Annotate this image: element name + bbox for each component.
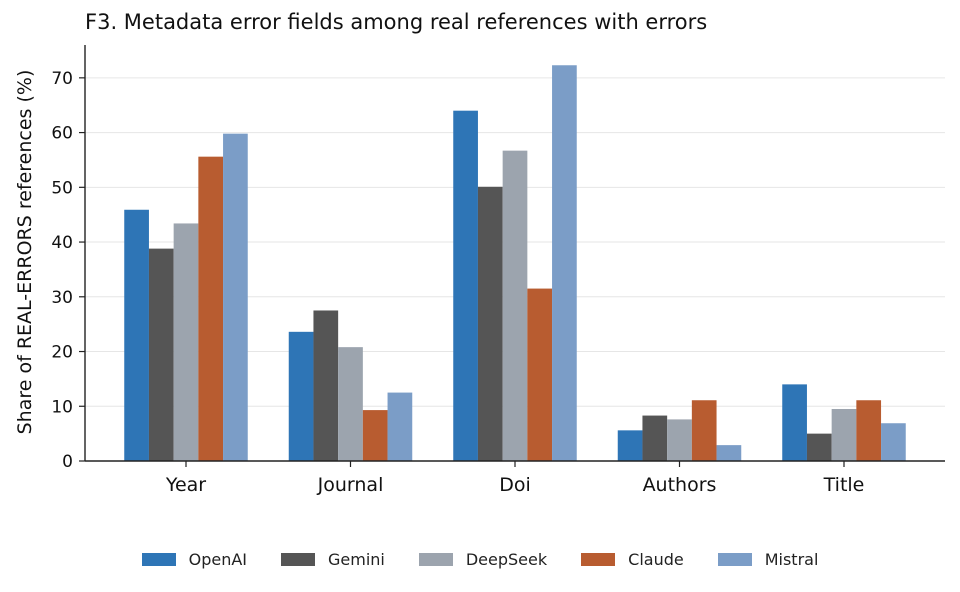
bar-openai-authors xyxy=(617,430,643,461)
legend-label: Mistral xyxy=(764,550,819,569)
x-tick-label: Journal xyxy=(317,474,384,496)
bar-mistral-doi xyxy=(552,65,577,462)
bar-claude-title xyxy=(856,400,882,461)
y-tick-label: 60 xyxy=(51,124,73,144)
y-tick-label: 50 xyxy=(51,178,73,198)
bar-gemini-title xyxy=(806,433,832,461)
y-ticks: 0 10 20 30 40 50 60 70 xyxy=(51,69,85,472)
legend-label: DeepSeek xyxy=(465,550,548,569)
legend-swatch xyxy=(281,553,315,566)
legend-item-claude: Claude xyxy=(581,550,684,569)
y-axis-label: Share of REAL-ERRORS references (%) xyxy=(14,70,36,435)
legend-swatch xyxy=(717,553,752,566)
x-tick-label: Title xyxy=(823,474,865,496)
legend-item-openai: OpenAI xyxy=(141,550,247,569)
bar-deepseek-title xyxy=(831,409,857,461)
bars xyxy=(124,65,906,462)
bar-openai-journal xyxy=(288,331,314,461)
y-tick-label: 0 xyxy=(62,452,73,472)
x-tick-label: Year xyxy=(165,474,206,496)
chart-title: F3. Metadata error fields among real ref… xyxy=(85,10,708,34)
bar-openai-title xyxy=(782,384,807,461)
y-tick-label: 30 xyxy=(51,288,73,308)
bar-openai-doi xyxy=(453,110,478,462)
bar-gemini-authors xyxy=(642,415,668,461)
y-tick-label: 20 xyxy=(51,343,73,363)
legend-swatch xyxy=(141,553,176,566)
bar-mistral-title xyxy=(881,423,906,461)
bar-claude-authors xyxy=(691,400,717,461)
y-tick-label: 10 xyxy=(51,397,73,417)
bar-mistral-journal xyxy=(387,392,413,461)
x-tick-label: Doi xyxy=(499,474,531,496)
bar-gemini-journal xyxy=(313,310,339,461)
legend-swatch xyxy=(418,553,453,566)
legend-label: OpenAI xyxy=(188,550,247,569)
bar-deepseek-year xyxy=(173,223,199,461)
y-tick-label: 70 xyxy=(51,69,73,89)
legend-label: Claude xyxy=(628,550,684,569)
bar-mistral-authors xyxy=(716,445,742,461)
x-ticks: Year Journal Doi Authors Title xyxy=(165,461,864,496)
legend-swatch xyxy=(581,553,616,566)
legend: OpenAI Gemini DeepSeek Claude Mistral xyxy=(0,550,960,569)
legend-item-deepseek: DeepSeek xyxy=(418,550,548,569)
bar-gemini-year xyxy=(148,248,174,461)
x-tick-label: Authors xyxy=(643,474,717,496)
bar-mistral-year xyxy=(223,133,248,461)
legend-item-gemini: Gemini xyxy=(281,550,385,569)
legend-item-mistral: Mistral xyxy=(717,550,819,569)
bar-deepseek-doi xyxy=(502,150,528,462)
bar-openai-year xyxy=(124,209,149,461)
bar-gemini-doi xyxy=(477,186,503,461)
bar-claude-year xyxy=(198,156,224,462)
legend-label: Gemini xyxy=(328,550,385,569)
bar-claude-doi xyxy=(527,288,553,461)
y-tick-label: 40 xyxy=(51,233,73,253)
bar-deepseek-authors xyxy=(667,419,692,461)
bar-deepseek-journal xyxy=(338,347,363,461)
bar-claude-journal xyxy=(362,410,388,461)
